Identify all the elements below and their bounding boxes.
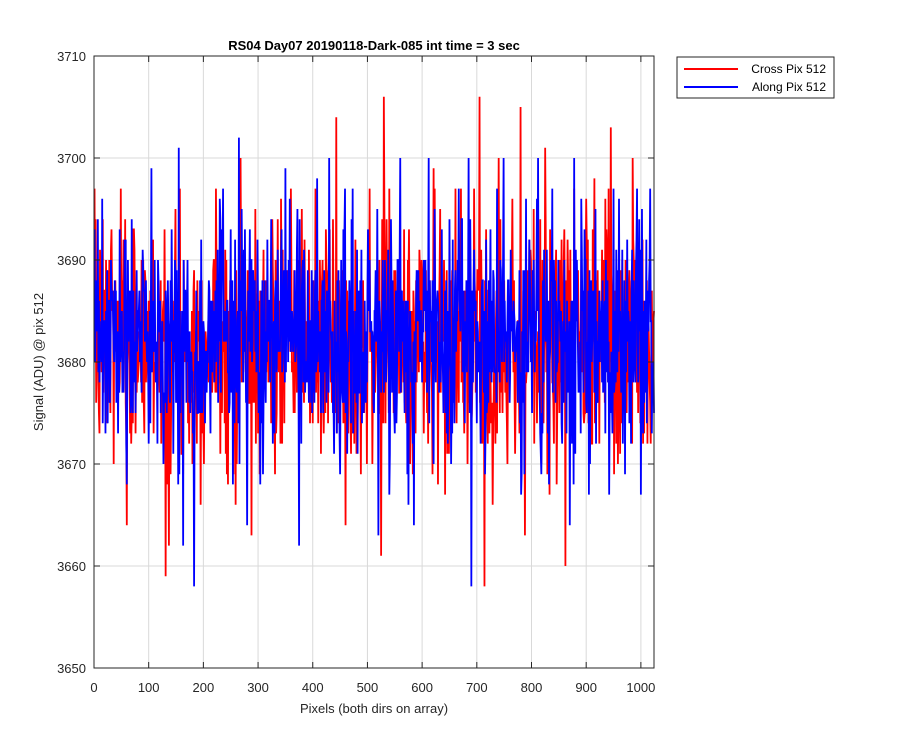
x-tick-label: 400	[302, 680, 324, 695]
x-tick-label: 700	[466, 680, 488, 695]
chart-title: RS04 Day07 20190118-Dark-085 int time = …	[228, 38, 520, 53]
x-tick-label: 600	[411, 680, 433, 695]
series-along-pix-512-line	[93, 137, 655, 587]
x-tick-label: 900	[575, 680, 597, 695]
x-tick-label: 800	[521, 680, 543, 695]
y-tick-label: 3650	[57, 661, 86, 676]
x-tick-label: 300	[247, 680, 269, 695]
y-tick-label: 3660	[57, 559, 86, 574]
y-tick-labels: 3650 3660 3670 3680 3690 3700 3710	[57, 49, 86, 676]
legend-label-cross: Cross Pix 512	[751, 62, 826, 76]
tick-marks	[93, 55, 654, 669]
x-tick-labels: 0 100 200 300 400 500 600 700 800 900 1000	[90, 680, 655, 695]
legend-label-along: Along Pix 512	[752, 80, 826, 94]
y-tick-label: 3710	[57, 49, 86, 64]
x-tick-label: 500	[357, 680, 379, 695]
y-tick-label: 3690	[57, 253, 86, 268]
x-tick-label: 1000	[626, 680, 655, 695]
y-tick-label: 3680	[57, 355, 86, 370]
legend: Cross Pix 512 Along Pix 512	[676, 56, 835, 99]
x-tick-label: 200	[193, 680, 215, 695]
x-axis-title: Pixels (both dirs on array)	[300, 701, 448, 716]
y-axis-title: Signal (ADU) @ pix 512	[31, 293, 46, 431]
x-tick-label: 100	[138, 680, 160, 695]
series-layer	[93, 96, 655, 587]
legend-box	[676, 56, 835, 99]
y-tick-label: 3670	[57, 457, 86, 472]
y-tick-label: 3700	[57, 151, 86, 166]
x-tick-label: 0	[90, 680, 97, 695]
